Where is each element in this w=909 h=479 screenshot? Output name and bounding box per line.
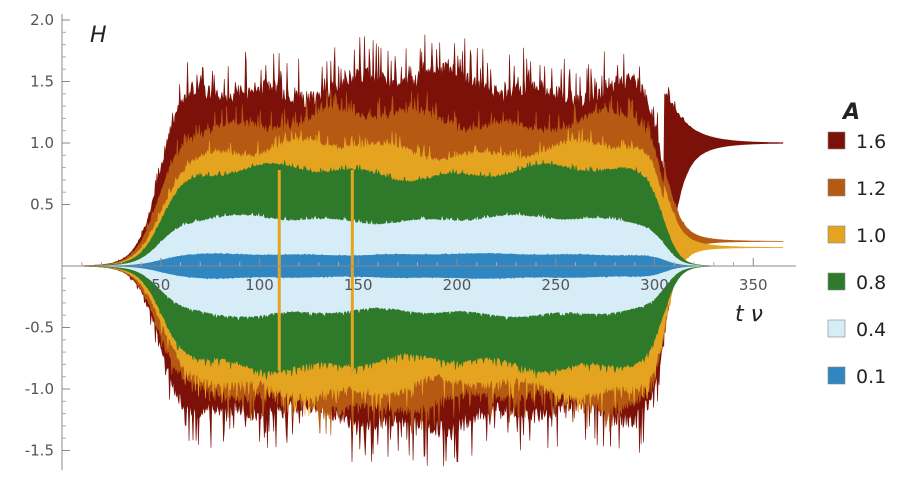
series-bands xyxy=(77,34,784,467)
x-tick-label: 50 xyxy=(151,276,170,294)
ticks: -1.5 -1.0 -0.5 0.5 1.0 1.5 2.0 50 100 150 200 250 30… xyxy=(25,11,768,460)
legend-swatch-0-1 xyxy=(827,366,846,385)
legend-label-1-6: 1.6 xyxy=(856,131,886,153)
x-axis-label: t ν xyxy=(735,302,763,327)
legend-title: A xyxy=(841,100,860,125)
x-tick-label: 200 xyxy=(443,276,472,294)
axes xyxy=(61,14,796,470)
y-tick-label: -1.5 xyxy=(25,442,54,460)
y-axis-label: H xyxy=(90,23,107,48)
y-tick-label: -0.5 xyxy=(25,319,54,337)
x-tick-label: 300 xyxy=(640,276,669,294)
x-tick-label: 100 xyxy=(245,276,274,294)
legend-swatch-1-0 xyxy=(827,225,846,244)
y-tick-label: 1.5 xyxy=(30,73,54,91)
y-tick-label: -1.0 xyxy=(25,380,54,398)
y-tick-label: 2.0 xyxy=(30,11,54,29)
legend-label-0-8: 0.8 xyxy=(856,272,886,294)
legend-label-1-2: 1.2 xyxy=(856,178,886,200)
legend-swatch-0-4 xyxy=(827,319,846,338)
x-tick-label: 150 xyxy=(344,276,373,294)
y-tick-label: 1.0 xyxy=(30,134,54,152)
legend-swatch-1-2 xyxy=(827,178,846,197)
legend-label-0-4: 0.4 xyxy=(856,319,886,341)
legend-swatch-0-8 xyxy=(827,272,846,291)
x-tick-label: 250 xyxy=(541,276,570,294)
legend-label-0-1: 0.1 xyxy=(856,366,886,388)
y-tick-label: 0.5 xyxy=(30,196,54,214)
legend: A 1.6 1.2 1.0 0.8 0.4 0.1 xyxy=(827,100,886,388)
x-tick-label: 350 xyxy=(739,276,768,294)
legend-swatch-1-6 xyxy=(827,131,846,150)
legend-label-1-0: 1.0 xyxy=(856,225,886,247)
